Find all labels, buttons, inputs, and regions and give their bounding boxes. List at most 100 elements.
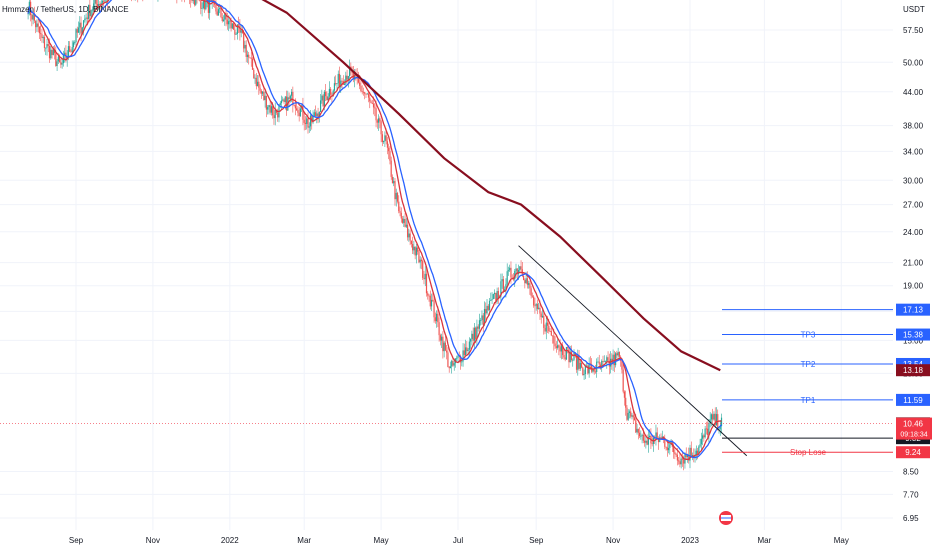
- candle-body: [635, 420, 636, 432]
- candle-body: [256, 78, 257, 86]
- candle-body: [486, 306, 487, 313]
- candle-body: [444, 343, 445, 352]
- candle-body: [402, 219, 403, 223]
- candle-body: [263, 92, 264, 100]
- candle-body: [44, 37, 45, 48]
- candle-body: [35, 21, 36, 27]
- candle-body: [451, 361, 452, 367]
- candle-body: [425, 274, 426, 279]
- candle-body: [39, 27, 40, 34]
- candle-body: [674, 452, 675, 454]
- candle-body: [244, 45, 245, 49]
- time-tick-label: Nov: [606, 536, 620, 545]
- candle-body: [624, 392, 625, 398]
- candle-body: [525, 278, 526, 283]
- candle-body: [41, 34, 42, 38]
- candle-body: [536, 304, 537, 306]
- candle-body: [537, 304, 538, 309]
- candle-body: [446, 351, 447, 353]
- candle-body: [634, 417, 635, 420]
- candle-body: [544, 328, 545, 332]
- candle-body: [450, 366, 451, 368]
- candle-body: [649, 436, 650, 437]
- level-label: TP1: [801, 396, 816, 405]
- candle-body: [510, 268, 511, 278]
- candle-body: [565, 357, 566, 359]
- candle-body: [542, 316, 543, 317]
- candle-body: [707, 429, 708, 435]
- candle-body: [219, 8, 220, 9]
- candle-body: [602, 361, 603, 362]
- candle-body: [626, 408, 627, 420]
- candle-body: [706, 429, 707, 430]
- candle-body: [251, 58, 252, 59]
- candle-body: [546, 323, 547, 332]
- candle-body: [387, 141, 388, 147]
- candle-body: [475, 328, 476, 339]
- candle-body: [194, 0, 195, 5]
- candle-body: [468, 350, 469, 351]
- time-tick-label: Mar: [297, 536, 311, 545]
- candle-body: [310, 116, 311, 127]
- candle-body: [412, 244, 413, 250]
- candle-body: [531, 288, 532, 295]
- candle-body: [524, 280, 525, 283]
- candle-body: [290, 96, 291, 99]
- candle-body: [552, 335, 553, 336]
- candle-body: [557, 345, 558, 348]
- candle-body: [367, 94, 368, 95]
- candle-body: [40, 33, 41, 34]
- event-flag-icon[interactable]: [719, 511, 733, 525]
- candle-body: [527, 278, 528, 284]
- candle-body: [644, 441, 645, 443]
- candle-body: [382, 134, 383, 142]
- moving-averages: [28, 0, 721, 459]
- grid: [0, 0, 893, 530]
- candle-body: [228, 21, 229, 24]
- candle-body: [388, 148, 389, 151]
- candle-body: [324, 92, 325, 107]
- candle-body: [478, 326, 479, 328]
- candle-body: [597, 362, 598, 363]
- candle-body: [428, 296, 429, 297]
- candle-body: [43, 37, 44, 38]
- candle-body: [267, 107, 268, 110]
- candle-body: [249, 57, 250, 58]
- candle-body: [660, 437, 661, 438]
- candle-body: [623, 370, 624, 392]
- candle-body: [368, 94, 369, 98]
- trendline[interactable]: [519, 246, 747, 456]
- candle-body: [701, 439, 702, 445]
- candle-body: [423, 278, 424, 279]
- candle-body: [68, 46, 69, 57]
- candle-body: [282, 99, 283, 100]
- candle-body: [551, 331, 552, 335]
- candle-body: [72, 47, 73, 52]
- candle-body: [401, 213, 402, 219]
- candle-body: [364, 92, 365, 94]
- candle-body: [631, 415, 632, 416]
- candle-body: [436, 314, 437, 321]
- candle-body: [548, 326, 549, 331]
- candle-body: [285, 96, 286, 102]
- candle-body: [336, 83, 337, 84]
- candle-body: [519, 266, 520, 270]
- candle-body: [375, 108, 376, 120]
- candle-body: [618, 352, 619, 355]
- candle-body: [45, 48, 46, 49]
- candle-body: [383, 141, 384, 142]
- candle-body: [410, 234, 411, 241]
- candle-body: [396, 193, 397, 199]
- candle-body: [479, 320, 480, 328]
- ma-fast-line: [28, 0, 721, 459]
- candle-body: [85, 18, 86, 19]
- candle-body: [481, 315, 482, 320]
- candle-body: [580, 363, 581, 369]
- candle-body: [329, 89, 330, 97]
- last-price-countdown: 09:18:34: [900, 432, 927, 439]
- candle-body: [418, 252, 419, 263]
- candle-body: [640, 436, 641, 437]
- candle-body: [422, 261, 423, 278]
